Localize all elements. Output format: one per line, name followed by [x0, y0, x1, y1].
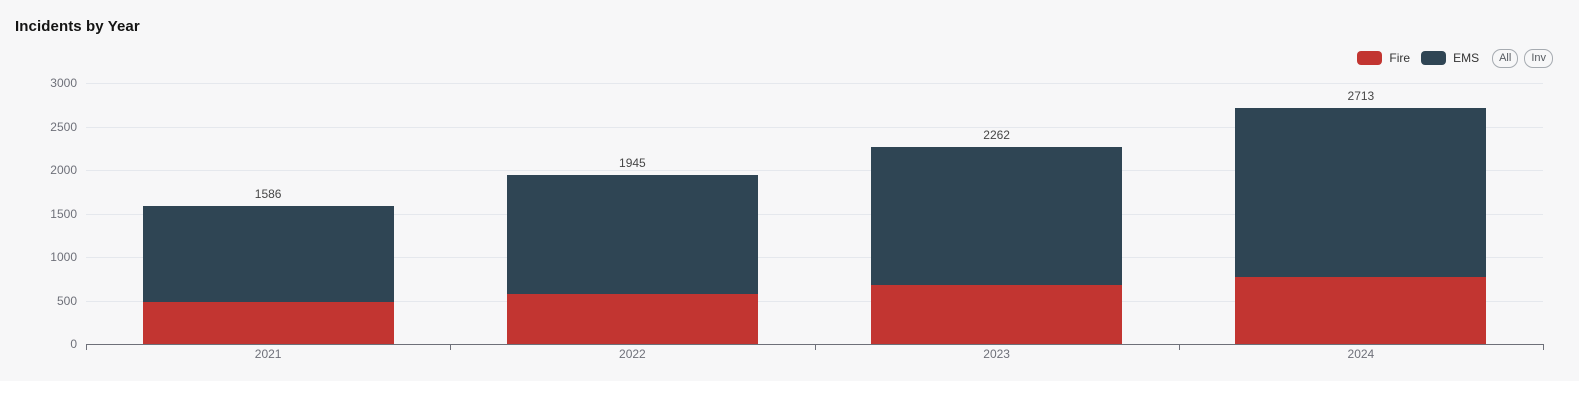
bar-2024-fire[interactable]	[1235, 277, 1487, 344]
gridline-500	[86, 300, 1543, 302]
total-label-2023: 2262	[983, 128, 1010, 143]
bar-2023-ems[interactable]	[871, 147, 1123, 285]
x-axis-tick	[86, 345, 87, 350]
x-axis-tick	[450, 345, 452, 350]
legend-buttons: All Inv	[1492, 48, 1553, 68]
total-label-2022: 1945	[619, 155, 646, 170]
x-axis-label-2023: 2023	[983, 347, 1010, 361]
x-axis-label-2024: 2024	[1347, 347, 1375, 361]
x-axis-label-2021: 2021	[254, 347, 282, 361]
bar-2022-ems[interactable]	[506, 174, 758, 294]
y-axis-label-1500: 1500	[50, 206, 77, 221]
bar-2021-ems[interactable]	[142, 206, 394, 303]
legend-item-fire[interactable]: Fire	[1357, 51, 1410, 65]
gridline-2000	[86, 170, 1543, 171]
chart-title: Incidents by Year	[15, 18, 140, 35]
gridline-2500	[86, 126, 1543, 128]
legend-label-ems: EMS	[1453, 51, 1480, 65]
x-axis-tick	[1178, 345, 1180, 350]
total-label-2024: 2713	[1347, 88, 1375, 103]
y-axis-label-500: 500	[56, 293, 77, 308]
gridline-1000	[86, 257, 1543, 258]
x-axis-tick	[814, 345, 816, 350]
x-axis-line	[86, 344, 1544, 345]
legend-label-fire: Fire	[1389, 51, 1411, 65]
bar-2024-ems[interactable]	[1235, 107, 1487, 277]
y-axis-label-3000: 3000	[50, 76, 77, 90]
x-axis-tick	[1543, 345, 1544, 350]
ems-swatch-icon	[1421, 51, 1447, 65]
bar-2023-fire[interactable]	[871, 284, 1123, 344]
y-axis-label-1000: 1000	[50, 250, 77, 264]
bar-2022-fire[interactable]	[506, 293, 758, 344]
legend-item-ems[interactable]: EMS	[1421, 51, 1479, 65]
fire-swatch-icon	[1357, 51, 1383, 65]
total-label-2021: 1586	[254, 187, 282, 202]
y-axis-label-2000: 2000	[50, 163, 77, 177]
inv-filter-button[interactable]: Inv	[1524, 48, 1553, 68]
y-axis-label-2500: 2500	[50, 119, 77, 134]
legend: Fire EMS All Inv	[1357, 48, 1553, 68]
gridline-3000	[86, 83, 1543, 84]
y-axis-label-0: 0	[70, 337, 77, 351]
all-filter-button[interactable]: All	[1492, 48, 1519, 68]
gridline-1500	[86, 213, 1543, 215]
bar-2021-fire[interactable]	[142, 302, 394, 344]
x-axis-label-2022: 2022	[619, 347, 646, 361]
